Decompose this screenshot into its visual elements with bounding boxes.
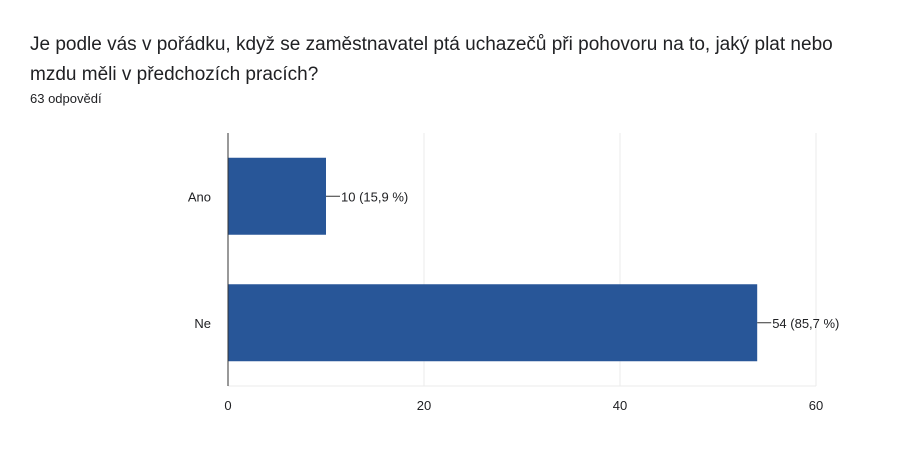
question-title: Je podle vás v pořádku, když se zaměstna… <box>30 34 833 85</box>
response-count: 63 odpovědí <box>30 91 102 106</box>
category-label: Ne <box>194 316 211 331</box>
bars <box>228 157 758 362</box>
bar-ano <box>228 157 326 235</box>
data-label: 10 (15,9 %) <box>341 189 408 204</box>
x-tick-label: 40 <box>613 398 627 413</box>
category-label: Ano <box>188 189 211 204</box>
bar-ne <box>228 284 758 362</box>
x-tick-label: 60 <box>809 398 823 413</box>
data-label: 54 (85,7 %) <box>772 316 839 331</box>
labels: 0 20 40 60 Ano 10 (15,9 %) Ne 54 (85,7 %) <box>188 189 840 413</box>
x-tick-label: 0 <box>224 398 231 413</box>
x-tick-label: 20 <box>417 398 431 413</box>
